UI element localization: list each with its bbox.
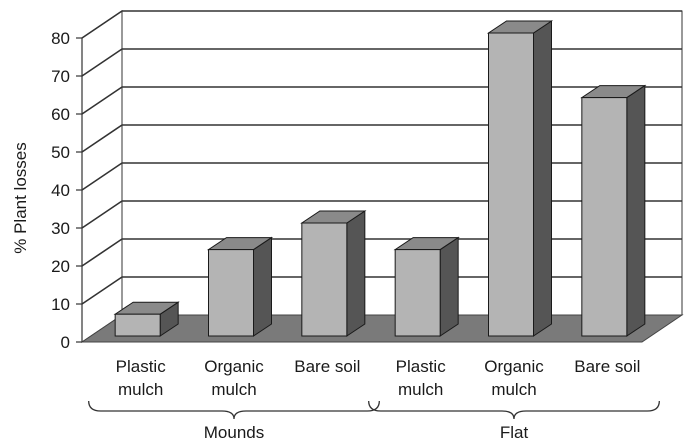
bar-front — [488, 32, 534, 337]
bar-front — [394, 249, 441, 337]
group-label: Mounds — [204, 423, 264, 441]
bar — [580, 84, 647, 337]
y-tick-label: 10 — [51, 295, 70, 314]
bar-side — [253, 236, 272, 337]
group-brackets: Mounds Flat — [88, 400, 660, 441]
x-tick-label-line2: mulch — [491, 380, 536, 399]
x-tick-label: Plastic — [116, 357, 167, 376]
bar-side — [533, 20, 552, 337]
bar — [486, 20, 554, 337]
group-label: Flat — [500, 423, 529, 441]
y-tick-label: 60 — [51, 105, 70, 124]
bar — [300, 210, 367, 337]
x-tick-label: Organic — [484, 357, 544, 376]
x-tick-label: Bare soil — [294, 357, 360, 376]
x-tick-label: Organic — [204, 357, 264, 376]
gridline — [81, 10, 682, 39]
bar — [206, 236, 274, 337]
bar-front — [301, 222, 348, 337]
y-tick-label: 20 — [51, 257, 70, 276]
bar-side — [626, 84, 646, 337]
x-tick-label-line2: mulch — [398, 380, 443, 399]
x-tick-label: Plastic — [396, 357, 447, 376]
x-tick-label-line2: mulch — [211, 380, 256, 399]
x-axis-labels: Plastic mulch Organic mulch Bare soil Plastic… — [116, 357, 641, 399]
bar-front — [208, 249, 254, 337]
x-tick-label-line2: mulch — [118, 380, 163, 399]
x-tick-label: Bare soil — [574, 357, 640, 376]
y-tick-label: 80 — [51, 29, 70, 48]
y-axis-ticks: 0 10 20 30 40 50 60 70 80 — [51, 29, 83, 352]
bar-side — [346, 210, 366, 337]
y-axis-label: % Plant losses — [11, 142, 30, 254]
group-bracket — [368, 400, 660, 420]
group-bracket — [88, 400, 380, 420]
bar-side — [439, 236, 459, 337]
y-tick-label: 30 — [51, 219, 70, 238]
bar — [113, 301, 180, 337]
y-tick-label: 50 — [51, 143, 70, 162]
bars — [113, 20, 647, 337]
bar — [393, 236, 460, 337]
bar-front — [581, 97, 628, 337]
y-tick-label: 0 — [61, 333, 70, 352]
bar-front — [114, 313, 161, 337]
y-tick-label: 40 — [51, 181, 70, 200]
y-tick-label: 70 — [51, 67, 70, 86]
